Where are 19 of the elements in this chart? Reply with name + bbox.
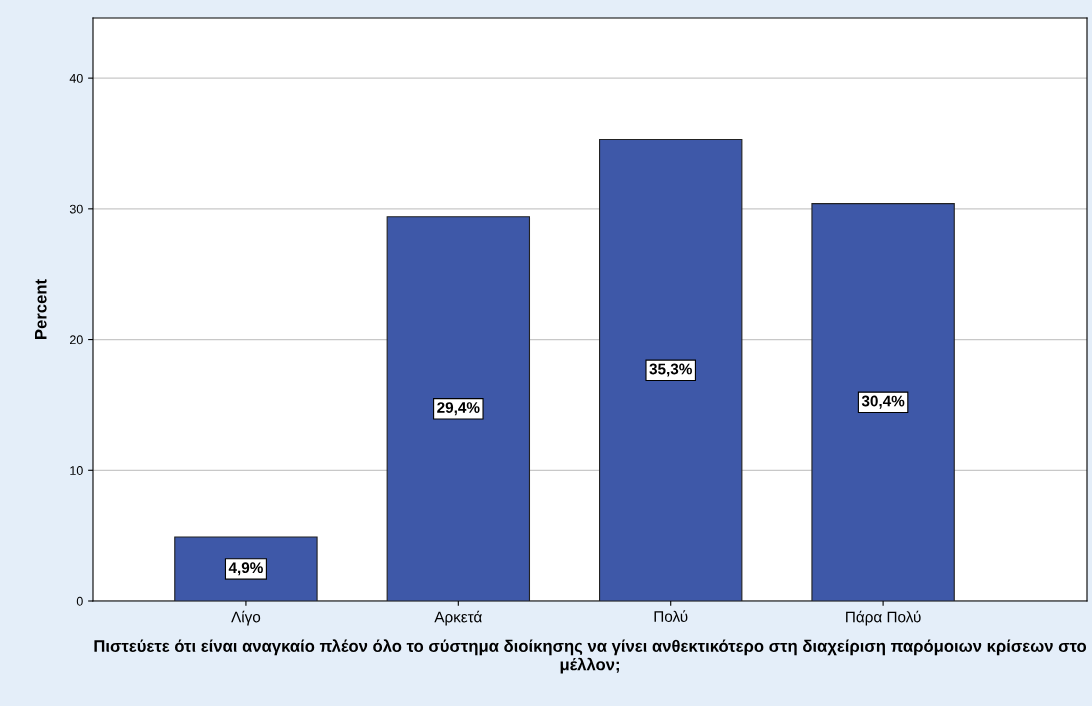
bar (599, 139, 743, 601)
x-tick-label: Αρκετά (434, 610, 482, 626)
y-tick-label: 10 (70, 466, 83, 475)
x-tick-label: Πολύ (654, 610, 688, 622)
data-label: 4,9% (228, 562, 263, 576)
x-axis-title: Πιστεύετε ότι είναι αναγκαίο πλέον όλο το σύστημα διοίκησης να γίνει ανθεκτικότερο στη διαχείριση παρόμοιων κρίσεων στο μέλλον; (94, 639, 1087, 674)
y-axis-title: Percent (35, 279, 47, 339)
data-label: 30,4% (861, 395, 905, 409)
bar (811, 203, 955, 601)
y-tick-label: 30 (69, 204, 83, 214)
bar (174, 536, 318, 601)
data-label: 35,3% (649, 363, 692, 377)
y-tick-label: 40 (69, 73, 83, 83)
x-tick-label: Λίγο (231, 610, 261, 626)
bar (386, 216, 531, 601)
data-label: 29,4% (437, 402, 480, 416)
y-tick-label: 0 (76, 596, 83, 606)
y-tick-label: 20 (70, 335, 83, 345)
x-tick-label: Πάρα Πολύ (846, 610, 921, 626)
